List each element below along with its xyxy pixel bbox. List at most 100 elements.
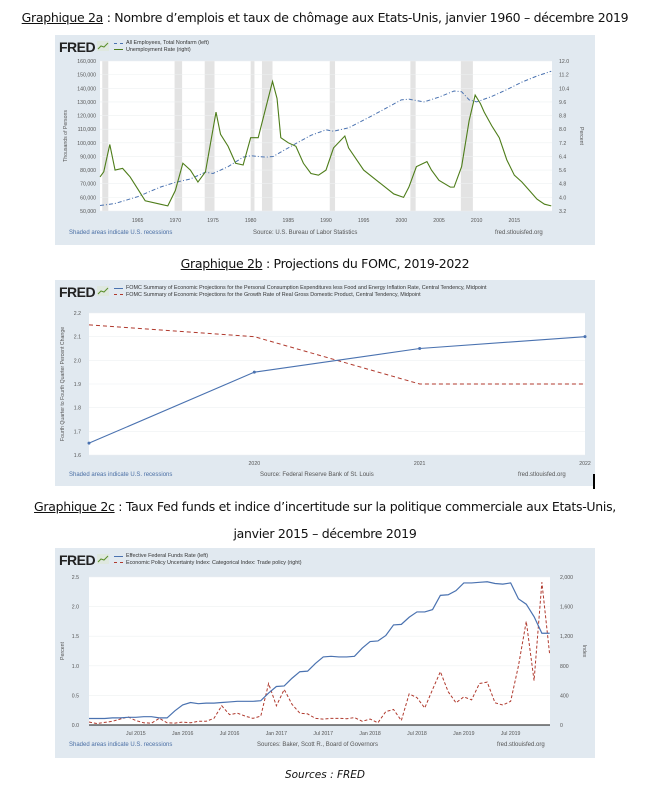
y-tick-left: 0.5 [72,693,79,699]
x-tick: 1975 [207,218,219,224]
chart-2b-legend: FOMC Summary of Economic Projections for… [114,285,487,298]
y-tick-left: 120,000 [77,114,96,120]
recession-band [410,61,416,211]
x-tick: Jul 2016 [220,731,240,737]
y-tick-right: 9.6 [559,100,566,106]
sources-footer: Sources : FRED [284,769,366,781]
y-tick: 2.0 [74,358,81,364]
recessions-note[interactable]: Shaded areas indicate U.S. recessions [69,230,173,236]
chart-2c-heading-label: Graphique 2c [34,499,115,514]
legend-swatch [114,562,123,564]
y-tick-left: 110,000 [78,127,96,133]
y-tick-left: 80,000 [80,168,96,174]
site-link[interactable]: fred.stlouisfed.org [518,472,566,478]
legend-label: FOMC Summary of Economic Projections for… [126,285,487,291]
data-point-pce [583,335,587,339]
data-point-pce [87,441,91,445]
legend-item: Unemployment Rate (right) [114,47,209,54]
y-tick-left: 60,000 [80,195,96,201]
chart-2a-heading-label: Graphique 2a [21,10,104,25]
legend-label: Effective Federal Funds Rate (left) [126,553,208,559]
recession-band [329,61,336,211]
chart-2a-panel: FRED All Employees, Total Nonfarm (left)… [55,35,595,245]
legend-item: FOMC Summary of Economic Projections for… [114,285,487,292]
fred-logo: FRED [59,284,96,300]
y-tick: 1.6 [74,453,81,459]
y-tick-left: 140,000 [77,86,96,92]
legend-label: Unemployment Rate (right) [126,46,191,53]
y-tick-left: 0.0 [72,723,79,729]
recession-band [261,61,273,211]
chart-2b-plot: 2.2 2.1 2.0 1.9 1.8 1.7 1.6 2020 2021 2022 Fourth … [60,311,591,467]
data-point-pce [418,347,422,350]
chart-2c-heading-text: : Taux Fed funds et indice d’incertitude… [114,499,616,514]
x-tick: 1980 [245,218,257,224]
data-point-pce [252,370,256,374]
y-tick: 1.8 [74,406,81,412]
y-tick-right: 6.4 [559,154,566,160]
chart-2c-plot: 2.5 2,000 2.0 1,600 1.5 1,200 1.0 800 0.5 400 0.0 0… [60,575,587,737]
y-axis-label-left: Percent [60,642,66,660]
recession-band [250,61,255,211]
x-tick: 2022 [579,461,591,467]
y-tick-right: 4.0 [559,195,566,201]
y-tick-right: 3.2 [559,209,566,215]
text-cursor [593,474,595,489]
x-tick: Jul 2015 [126,731,146,737]
y-tick-left: 130,000 [77,100,96,106]
x-tick: Jul 2017 [313,731,333,737]
x-tick: 1970 [170,218,182,224]
recessions-note[interactable]: Shaded areas indicate U.S. recessions [69,742,173,748]
chart-2a-heading-text: : Nombre d’emplois et taux de chômage au… [103,10,629,25]
y-tick: 1.7 [74,429,81,435]
legend-item: All Employees, Total Nonfarm (left) [114,40,209,47]
y-tick-left: 100,000 [77,141,96,147]
y-tick-left: 2.5 [72,575,79,581]
y-tick-left: 160,000 [77,59,96,65]
site-link[interactable]: fred.stlouisfed.org [495,230,543,236]
x-tick: 2005 [433,218,445,224]
x-tick: Jan 2018 [359,731,380,737]
chart-2c-legend: Effective Federal Funds Rate (left) Econ… [114,553,302,566]
x-tick: 1995 [358,218,370,224]
series-line-fed-funds [89,581,550,720]
y-tick-left: 50,000 [80,209,96,215]
chart-2a-legend: All Employees, Total Nonfarm (left) Unem… [114,40,209,53]
site-link[interactable]: fred.stlouisfed.org [497,742,545,748]
legend-item: Effective Federal Funds Rate (left) [114,553,302,560]
x-tick: 2015 [509,218,521,224]
fred-logo: FRED [59,552,96,568]
series-line-trade-uncertainty [88,582,551,725]
y-tick-right: 12.0 [559,59,569,65]
chart-2b-heading-label: Graphique 2b [180,256,263,271]
chart-2b-heading: Graphique 2b : Projections du FOMC, 2019… [0,256,650,271]
x-tick: 2021 [414,461,426,467]
legend-item: Economic Policy Uncertainty Index: Categ… [114,560,302,567]
y-tick-right: 8.0 [559,127,566,133]
y-tick-right: 2,000 [560,575,573,581]
legend-swatch [114,294,123,296]
chart-2c-panel: FRED Effective Federal Funds Rate (left)… [55,548,595,758]
chart-2b-heading-text: : Projections du FOMC, 2019-2022 [262,256,470,271]
fred-chart-icon [97,41,109,51]
fred-chart-icon [97,554,109,564]
chart-2a-plot: 160,000 12.0 150,000 11.2 140,000 10.4 130,000… [63,59,584,224]
x-tick: 2020 [249,461,261,467]
recession-band [174,61,183,211]
y-tick: 1.9 [74,382,81,388]
x-tick: 2000 [396,218,408,224]
chart-2b-source: Source: Federal Reserve Bank of St. Loui… [260,472,374,478]
y-tick: 2.1 [74,335,81,341]
legend-label: FOMC Summary of Economic Projections for… [126,291,421,298]
legend-item: FOMC Summary of Economic Projections for… [114,292,487,299]
x-tick: 2010 [471,218,483,224]
chart-2b-panel: FRED FOMC Summary of Economic Projection… [55,280,595,486]
y-tick-right: 800 [560,664,569,670]
fred-chart-icon [97,286,109,296]
x-tick: Jan 2017 [266,731,287,737]
y-tick-right: 400 [560,693,569,699]
recessions-note[interactable]: Shaded areas indicate U.S. recessions [69,472,173,478]
legend-swatch [114,42,123,44]
legend-swatch [114,287,123,289]
legend-swatch [114,49,123,51]
